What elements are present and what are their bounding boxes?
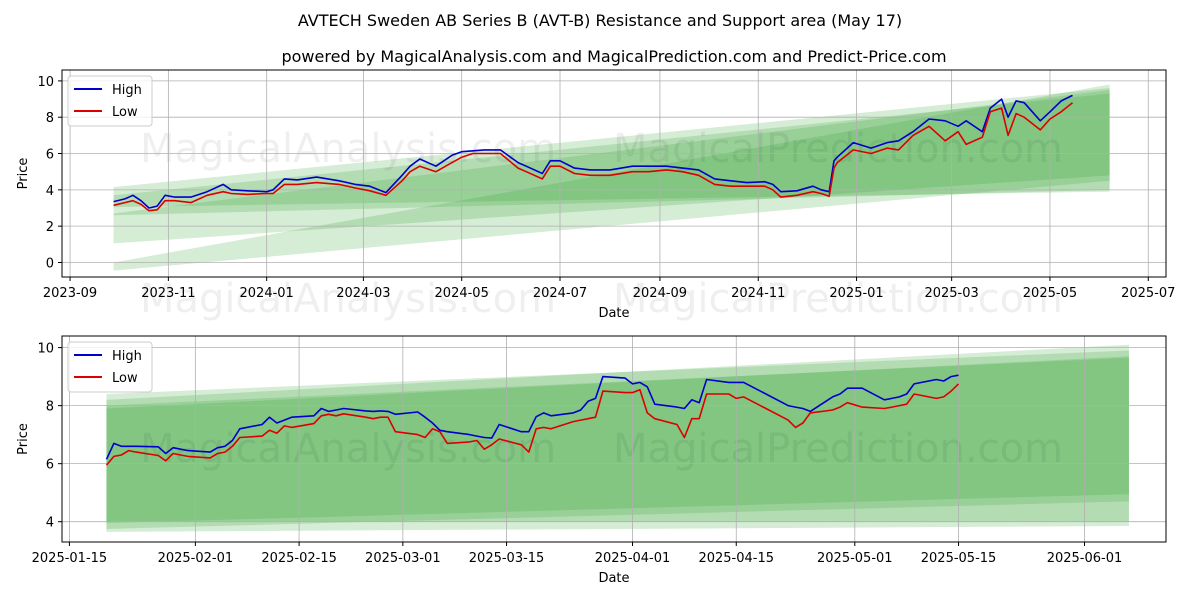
watermark-text: MagicalAnalysis.com: [140, 126, 556, 172]
watermark: MagicalAnalysis.com MagicalPrediction.com: [140, 426, 1063, 472]
legend: High Low: [67, 75, 153, 127]
y-tick-label: 10: [37, 75, 54, 90]
y-tick-label: 4: [46, 516, 54, 531]
x-tick-label: 2023-11: [141, 286, 195, 301]
series-line-low: [113, 102, 1074, 212]
x-tick-label: 2025-05-01: [817, 551, 893, 566]
x-tick-label: 2025-01-15: [32, 551, 108, 566]
x-tick-label: 2024-05: [435, 286, 489, 301]
support-resistance-band: [106, 357, 1129, 524]
legend: High Low: [67, 341, 153, 393]
x-tick-label: 2024-07: [533, 286, 587, 301]
x-tick-label: 2025-07: [1121, 286, 1175, 301]
x-tick-label: 2025-02-01: [158, 551, 234, 566]
x-tick-label: 2025-03: [924, 286, 978, 301]
watermark-text: MagicalAnalysis.com: [140, 426, 556, 472]
y-tick-label: 8: [46, 111, 54, 126]
chart-title: AVTECH Sweden AB Series B (AVT-B) Resist…: [298, 11, 902, 30]
x-tick-label: 2025-01: [829, 286, 883, 301]
watermark-text: MagicalPrediction.com: [613, 426, 1063, 472]
series-line-high: [113, 94, 1073, 209]
legend-label-low: Low: [112, 371, 138, 386]
x-tick-label: 2024-09: [633, 286, 687, 301]
chart-subtitle: powered by MagicalAnalysis.com and Magic…: [281, 47, 946, 66]
support-resistance-band: [106, 356, 1129, 522]
support-resistance-band: [106, 344, 1129, 532]
support-resistance-band: [106, 350, 1129, 529]
x-tick-label: 2025-03-01: [365, 551, 441, 566]
x-tick-label: 2024-01: [240, 286, 294, 301]
support-resistance-band: [113, 89, 1110, 244]
y-tick-label: 6: [46, 148, 54, 163]
series-line-high: [105, 374, 959, 460]
x-tick-label: 2024-11: [731, 286, 785, 301]
legend-label-low: Low: [112, 105, 138, 120]
bottom-panel: MagicalAnalysis.com MagicalPrediction.com…: [16, 335, 1167, 586]
y-tick-label: 10: [37, 342, 54, 357]
support-resistance-band: [113, 88, 1110, 208]
legend-label-high: High: [112, 83, 142, 98]
x-tick-label: 2023-09: [43, 286, 97, 301]
plot-frame: [61, 69, 1167, 278]
watermark-text: MagicalPrediction.com: [613, 126, 1063, 172]
x-tick-label: 2025-04-15: [698, 551, 774, 566]
x-tick-label: 2025-05-15: [921, 551, 997, 566]
x-tick-label: 2025-06-01: [1047, 551, 1123, 566]
y-tick-label: 8: [46, 400, 54, 415]
x-tick-label: 2024-03: [336, 286, 390, 301]
watermark-text: MagicalPrediction.com: [613, 276, 1063, 322]
y-axis-label: Price: [16, 423, 31, 455]
y-axis-label: Price: [16, 158, 31, 190]
series-line-low: [105, 383, 960, 466]
plot-frame: [61, 335, 1167, 543]
y-tick-label: 6: [46, 458, 54, 473]
y-tick-label: 2: [46, 220, 54, 235]
support-resistance-band: [113, 84, 1110, 271]
top-panel: MagicalAnalysis.com MagicalPrediction.com…: [16, 69, 1175, 322]
watermark-text: MagicalAnalysis.com: [140, 276, 556, 322]
legend-label-high: High: [112, 349, 142, 364]
x-tick-label: 2025-02-15: [261, 551, 337, 566]
y-tick-label: 0: [46, 256, 54, 271]
x-axis-label: Date: [598, 306, 629, 321]
x-tick-label: 2025-05: [1023, 286, 1077, 301]
watermark: MagicalAnalysis.com MagicalPrediction.com: [140, 126, 1063, 172]
x-tick-label: 2025-04-01: [595, 551, 671, 566]
x-tick-label: 2025-03-15: [469, 551, 545, 566]
y-tick-label: 4: [46, 184, 54, 199]
x-axis-label: Date: [598, 571, 629, 586]
